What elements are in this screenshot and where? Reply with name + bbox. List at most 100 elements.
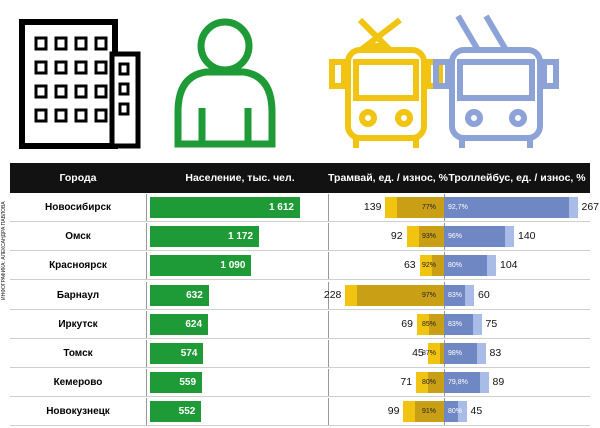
population-value: 559: [179, 377, 197, 389]
city-name: Новосибирск: [10, 194, 147, 221]
population-bar: [150, 313, 209, 335]
tram-units: 69: [401, 317, 413, 330]
header-city: Города: [59, 172, 97, 184]
population-bar: [150, 284, 209, 306]
tram-units: 99: [387, 405, 400, 418]
table-row: Красноярск 1 090 92% 63 80% 104: [10, 252, 590, 281]
trolleybus-wear: 80%: [448, 408, 463, 416]
trolleybus-wear: 83%: [448, 320, 463, 328]
city-name: Томск: [10, 340, 147, 367]
tram-bar: [415, 401, 448, 423]
trolleybus-wear: 92,7%: [448, 204, 468, 211]
trolleybus-units: 140: [518, 230, 536, 243]
credit: ИНФОГРАФИКА: АЛЕКСАНДРА ПАВЛОВА: [1, 201, 7, 300]
trolleybus-bar: [444, 372, 480, 394]
column-divider: [328, 369, 329, 397]
icon-strip: [19, 14, 559, 149]
trolleybus-bar: [444, 197, 569, 218]
tram-bar: [431, 255, 448, 277]
trolleybus-wear: 96%: [448, 233, 463, 241]
population-value: 552: [178, 406, 196, 418]
population-value: 1 612: [268, 202, 294, 213]
tram-bar-cap: [419, 255, 432, 277]
city-name: Барнаул: [10, 281, 147, 309]
trolleybus-wear: 83%: [448, 291, 463, 299]
trolleybus-units: 75: [485, 317, 498, 330]
tram-bar-cap: [427, 343, 440, 364]
table-row: Кемерово 559 80% 71 79,8% 89: [10, 369, 590, 398]
trolleybus-bar: [444, 401, 458, 423]
population-bar: [150, 372, 203, 394]
column-divider: [328, 223, 329, 251]
tram-wear: 91%: [422, 408, 437, 416]
trolleybus-bar: [444, 255, 487, 277]
tram-bar-cap: [406, 226, 419, 248]
tram-bar-cap: [345, 284, 358, 306]
tram-bar: [428, 313, 448, 335]
table-row: Иркутск 624 85% 69 83% 75: [10, 310, 590, 339]
data-table: Города Население, тыс. чел. Трамвай, ед.…: [10, 163, 600, 428]
table-row: Омск 1 172 93% 92 96% 140: [10, 223, 590, 252]
column-divider: [328, 340, 329, 367]
tram-units: 92: [390, 230, 403, 243]
table-row: Новосибирск 1 612 77% 139 92,7% 267: [10, 194, 599, 222]
trolleybus-bar-cap: [476, 343, 486, 364]
city-name: Новокузнецк: [10, 398, 147, 426]
trolleybus-units: 104: [500, 259, 518, 272]
trolleybus-bar-cap: [505, 226, 514, 248]
table-row: Томск 574 87% 45 98% 83: [10, 340, 590, 368]
trolleybus-icon: [433, 14, 559, 148]
table-row: Барнаул 632 97% 228 83% 60: [10, 281, 590, 310]
tram-wear: 92%: [422, 262, 437, 270]
tram-wear: 85%: [422, 320, 437, 328]
city-name: Омск: [10, 223, 147, 251]
city-name: Иркутск: [10, 310, 147, 338]
tram-wear: 80%: [422, 379, 437, 387]
trolleybus-units: 45: [470, 405, 483, 418]
header-population: Население, тыс. чел.: [185, 172, 295, 184]
trolleybus-bar-cap: [465, 284, 474, 306]
tram-bar-cap: [385, 197, 398, 218]
population-value: 1 090: [220, 260, 246, 272]
trolleybus-bar: [444, 284, 465, 306]
tram-wear: 87%: [422, 350, 437, 357]
trolleybus-bar-cap: [568, 197, 578, 218]
tram-bar-cap: [403, 401, 416, 423]
trolleybus-units: 267: [581, 201, 600, 213]
column-divider: [328, 398, 329, 426]
tram-units: 71: [400, 376, 413, 389]
city-name: Кемерово: [10, 369, 147, 397]
table-header: Города Население, тыс. чел. Трамвай, ед.…: [10, 163, 590, 193]
trolleybus-bar: [444, 226, 505, 248]
column-divider: [328, 194, 329, 221]
tram-wear: 93%: [422, 233, 437, 241]
building-icon: [19, 19, 141, 149]
tram-wear: 77%: [422, 204, 437, 211]
population-value: 632: [186, 289, 203, 301]
column-divider: [328, 310, 329, 338]
population-bar: [150, 255, 252, 277]
population-bar: [150, 343, 204, 364]
tram-wear: 97%: [422, 291, 437, 299]
trolleybus-units: 83: [489, 347, 502, 359]
tram-bar: [439, 343, 448, 364]
tram-units: 45: [412, 347, 424, 359]
trolleybus-bar: [444, 343, 477, 364]
tram-icon: [329, 17, 443, 148]
tram-units: 228: [323, 288, 342, 301]
column-divider: [328, 252, 329, 280]
trolleybus-units: 60: [478, 288, 490, 301]
trolleybus-bar-cap: [457, 401, 467, 423]
trolleybus-bar: [444, 313, 473, 335]
population-value: 574: [180, 348, 198, 359]
tram-bar: [428, 372, 448, 394]
tram-bar: [418, 226, 448, 248]
population-value: 1 172: [228, 231, 254, 243]
table-row: Новокузнецк 552 91% 99 80% 45: [10, 398, 590, 427]
tram-bar-cap: [416, 313, 429, 335]
person-icon: [174, 18, 276, 148]
trolleybus-bar-cap: [487, 255, 496, 277]
header-trolleybus: Троллейбус, ед. / износ, %: [448, 172, 586, 184]
city-name: Красноярск: [10, 252, 147, 280]
trolleybus-bar-cap: [479, 372, 489, 394]
